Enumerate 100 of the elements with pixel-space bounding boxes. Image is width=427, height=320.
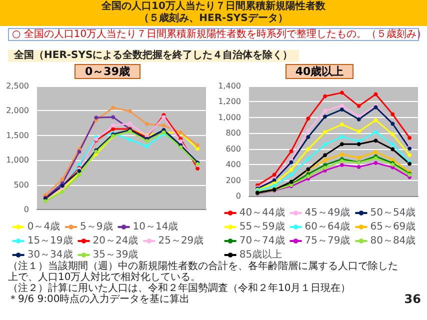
point: [289, 160, 294, 164]
point: [356, 130, 361, 134]
legend-label: 10～14歳: [132, 220, 178, 232]
point: [196, 166, 200, 170]
point: [196, 143, 200, 148]
point: [306, 174, 310, 178]
point: [60, 177, 64, 182]
point: [289, 168, 294, 172]
legend-label: 65～69歳: [370, 220, 416, 232]
text: 36: [404, 292, 421, 306]
point: [196, 146, 200, 151]
legend-label: 40～44歳: [239, 206, 285, 218]
point: [144, 122, 149, 126]
point: [128, 109, 132, 114]
point: [162, 124, 166, 128]
point: [390, 132, 395, 136]
legend-label: 80～84歳: [370, 234, 416, 246]
point: [128, 122, 132, 126]
text: （５歳刻み、HER-SYSデータ）: [138, 13, 289, 25]
point: [340, 142, 344, 146]
point: [323, 166, 328, 170]
point: [390, 112, 395, 116]
legend-label: 20～24歳: [92, 234, 138, 246]
point: [77, 172, 82, 177]
y-tick-label: 1,400: [218, 82, 241, 90]
legend-label: 85歳以上: [239, 248, 282, 260]
y-tick-label: 500: [14, 180, 29, 190]
point: [77, 150, 82, 154]
point: [178, 139, 183, 144]
point: [94, 116, 98, 120]
point: [340, 134, 344, 139]
point: [340, 90, 344, 95]
point: [323, 153, 328, 158]
point: [408, 136, 412, 140]
legend-label: 5～9歳: [80, 220, 113, 232]
point: [356, 104, 361, 108]
legend-label: 70～74歳: [239, 234, 285, 246]
y-tick-label: 200: [226, 176, 241, 185]
point: [374, 150, 378, 154]
point: [323, 158, 328, 162]
point: [323, 114, 328, 119]
point: [272, 172, 276, 177]
text: 全国の人口10万人当たり７日間累積新規陽性者数: [100, 1, 326, 12]
legend-label: 35～39歳: [92, 248, 138, 260]
chart-title: 40歳以上: [295, 65, 344, 78]
point: [144, 144, 149, 148]
point: [340, 104, 344, 108]
point: [289, 172, 294, 177]
point: [374, 138, 378, 143]
y-tick-label: 2,000: [6, 106, 29, 116]
point: [356, 156, 361, 160]
legend-label: 60～64歳: [304, 220, 350, 232]
point: [306, 116, 310, 121]
point: [306, 157, 310, 162]
text: ○ 全国の人口10万人当たり７日間累積新規陽性者数を時系列で整理したもの。（５歳刻み）: [12, 29, 427, 40]
point: [356, 142, 361, 146]
point: [289, 149, 294, 154]
legend-label: 25～29歳: [158, 234, 204, 246]
legend-label: 0～4歳: [27, 220, 60, 232]
point: [340, 122, 344, 126]
y-tick-label: 600: [226, 144, 241, 154]
point: [111, 115, 116, 120]
point: [356, 117, 361, 122]
text: （注２）計算に用いた人口は、令和２年国勢調査（令和２年10月１日現在）: [8, 283, 352, 294]
point: [306, 128, 310, 133]
point: [323, 130, 328, 134]
point: [340, 162, 344, 167]
legend-label: 45～49歳: [304, 206, 350, 218]
point: [128, 138, 132, 142]
y-tick-label: 0: [236, 192, 241, 200]
point: [390, 142, 395, 147]
point: [408, 153, 412, 158]
legend-label: 30～34歳: [27, 248, 73, 260]
point: [323, 108, 328, 113]
point: [306, 147, 310, 152]
chart-title: 0～39歳: [85, 65, 130, 78]
point: [111, 124, 116, 128]
y-tick-label: 800: [226, 128, 241, 138]
point: [323, 142, 328, 147]
legend-label: 50～54歳: [370, 206, 416, 218]
y-tick-label: 1,500: [6, 130, 29, 140]
legend-label: 55～59歳: [239, 220, 285, 232]
point: [323, 94, 328, 98]
text: 全国（HER-SYSによる全数把握を終了した４自治体を除く）: [8, 50, 299, 62]
point: [374, 118, 378, 122]
point: [111, 126, 116, 131]
y-tick-label: 1,200: [218, 97, 241, 106]
text: ＊9/6 9:00時点の入力データを基に算出: [8, 294, 191, 305]
point: [374, 161, 378, 165]
point: [374, 92, 378, 96]
text: （注１）当該期間（週）中の新規陽性者数の合計を、各年齢階層に属する人口で除した上で、人口10万人対比で相対化している。: [8, 261, 399, 283]
y-tick-label: 1,000: [6, 156, 29, 165]
point: [374, 130, 378, 134]
y-tick-label: 0: [24, 205, 29, 214]
legend-label: 15～19歳: [27, 234, 73, 246]
point: [356, 164, 361, 169]
y-tick-label: 400: [226, 160, 241, 170]
point: [340, 108, 344, 112]
point: [390, 147, 395, 152]
point: [340, 152, 344, 156]
